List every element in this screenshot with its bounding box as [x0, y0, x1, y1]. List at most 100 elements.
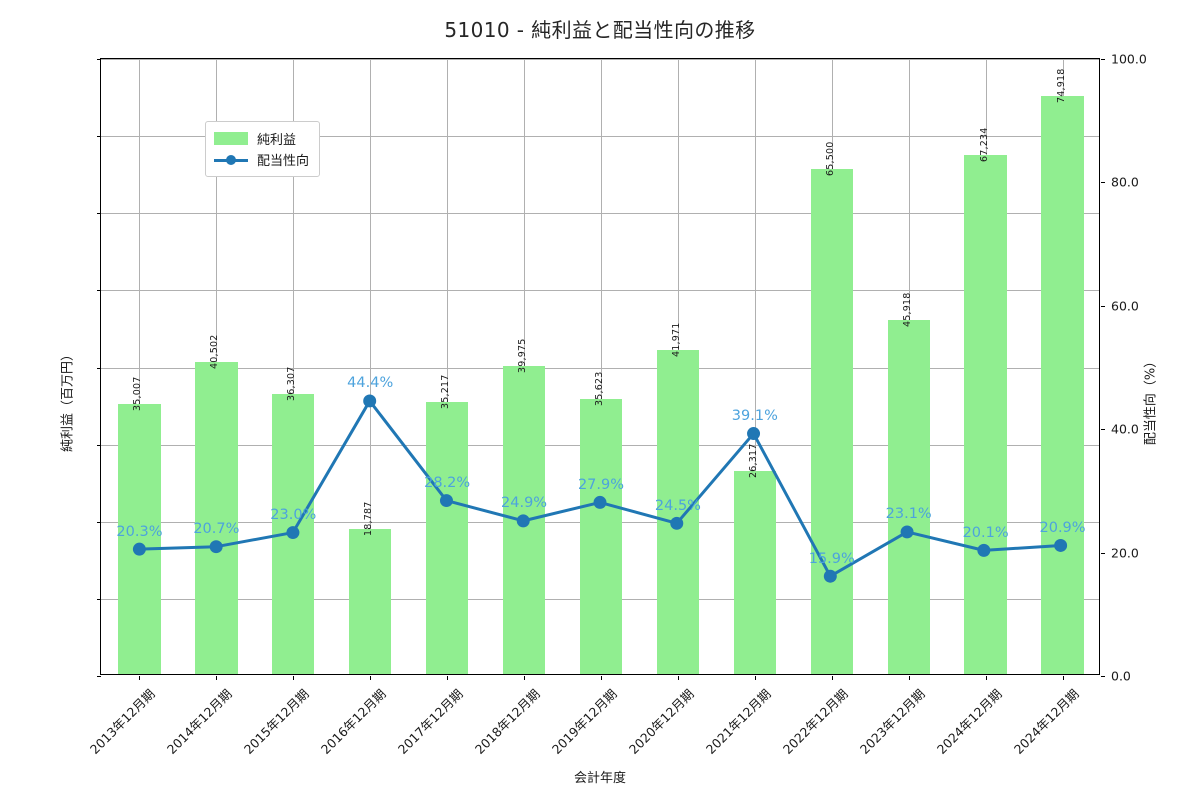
gridline	[101, 213, 1099, 215]
x-axis-tick-label: 2024年12月期	[933, 686, 1005, 757]
y-axis-right-tick-mark	[1101, 552, 1105, 554]
x-axis-tick-label: 2015年12月期	[241, 686, 313, 757]
line-value-label: 39.1%	[731, 407, 778, 424]
line-value-label: 20.1%	[962, 524, 1009, 541]
gridline	[754, 59, 756, 674]
y-axis-left-tick-mark	[97, 521, 101, 523]
y-axis-right-tick-label: 60.0	[1111, 298, 1139, 314]
x-axis-tick-mark	[293, 676, 295, 680]
bar[interactable]	[964, 155, 1007, 674]
gridline	[601, 59, 602, 674]
x-axis-tick-label: 2024年12月期	[1010, 686, 1082, 757]
y-axis-left-tick-mark	[97, 367, 101, 369]
line-value-label: 27.9%	[577, 476, 625, 493]
gridline	[139, 59, 141, 674]
x-axis-tick-label: 2019年12月期	[548, 686, 620, 757]
x-axis-tick-label: 2020年12月期	[625, 686, 697, 757]
y-axis-right-tick-mark	[1101, 676, 1105, 677]
legend-label: 配当性向	[257, 154, 310, 169]
y-axis-right-tick-mark	[1101, 429, 1105, 431]
line-value-label: 20.7%	[193, 521, 240, 538]
plot-area: 35,007 40,502 36,307 18,787 35,217 39,975 35,6…	[87, 52, 1146, 757]
bar[interactable]	[426, 402, 469, 674]
plot-inner	[101, 59, 1099, 674]
bar-value-label: 67,234	[978, 128, 990, 163]
y-axis-right-tick-label: 20.0	[1111, 545, 1139, 561]
legend-item-payout-ratio[interactable]: 配当性向	[214, 149, 309, 170]
bar-value-label: 26,317	[747, 443, 759, 479]
y-axis-right-tick-mark	[1101, 305, 1105, 307]
line-value-label: 24.5%	[654, 497, 701, 514]
y-axis-left-tick-mark	[97, 136, 101, 138]
line-value-label: 20.3%	[116, 523, 163, 540]
gridline	[370, 59, 372, 674]
bar[interactable]	[349, 529, 392, 674]
x-axis-tick-label: 2016年12月期	[318, 686, 389, 757]
y-axis-right-label: 配当性向（%）	[1143, 354, 1159, 446]
bar[interactable]	[272, 393, 315, 674]
bar-value-label: 39,975	[517, 338, 529, 373]
bar-value-label: 35,217	[440, 374, 452, 410]
y-axis-right-tick-mark	[1101, 59, 1105, 60]
gridline	[101, 290, 1099, 292]
x-axis-tick-label: 2014年12月期	[164, 686, 236, 757]
line-value-label: 20.9%	[1039, 520, 1086, 537]
x-axis-tick-mark	[908, 676, 910, 680]
x-axis-tick-mark	[601, 676, 602, 680]
y-axis-left-tick-mark	[97, 676, 101, 677]
y-axis-right-tick-label: 100.0	[1111, 51, 1147, 67]
y-axis-left-tick-mark	[97, 444, 101, 446]
x-axis-tick-mark	[370, 676, 372, 680]
bar-value-label: 40,502	[209, 334, 221, 369]
x-axis-tick-label: 2023年12月期	[856, 686, 928, 757]
x-axis-tick-mark	[139, 676, 141, 680]
x-axis-tick-label: 2013年12月期	[87, 686, 159, 757]
line-value-label: 23.0%	[270, 507, 317, 524]
line-value-label: 24.9%	[501, 495, 548, 512]
y-axis-right-tick-label: 80.0	[1111, 174, 1139, 190]
y-axis-right-tick-label: 40.0	[1111, 421, 1139, 437]
line-marker[interactable]	[747, 427, 761, 441]
x-axis-tick-mark	[216, 676, 218, 680]
legend-item-net-income[interactable]: 純利益	[214, 128, 309, 149]
bar-value-label: 36,307	[286, 366, 298, 401]
bar-value-label: 45,918	[901, 292, 913, 327]
bar[interactable]	[810, 168, 853, 674]
y-axis-left-tick-mark	[97, 598, 101, 600]
x-axis-tick-label: 2018年12月期	[471, 686, 543, 757]
line-marker-swatch-icon	[214, 153, 248, 166]
y-axis-left-tick-mark	[97, 59, 101, 60]
bar[interactable]	[502, 365, 546, 674]
bar-value-label: 65,500	[824, 141, 836, 176]
bar-swatch-icon	[214, 132, 248, 145]
line-value-label: 28.2%	[424, 475, 471, 491]
x-axis-label: 会計年度	[573, 771, 626, 786]
bar[interactable]	[1041, 96, 1084, 674]
bar[interactable]	[195, 361, 238, 674]
gridline	[101, 59, 1099, 60]
legend-label: 純利益	[257, 133, 297, 148]
page-title: 51010 - 純利益と配当性向の推移	[444, 18, 756, 42]
x-axis-tick-mark	[1062, 676, 1064, 680]
bar-value-label: 74,918	[1055, 68, 1067, 104]
bar[interactable]	[733, 471, 776, 674]
x-axis-tick-mark	[985, 676, 987, 680]
x-axis-tick-mark	[447, 676, 449, 680]
x-axis-tick-mark	[831, 676, 833, 680]
x-axis-tick-mark	[677, 676, 679, 680]
gridline	[101, 367, 1099, 369]
x-axis-tick-mark	[754, 676, 756, 680]
x-axis-tick-label: 2022年12月期	[779, 686, 851, 757]
bar[interactable]	[579, 399, 623, 674]
gridline	[293, 59, 295, 674]
bar-value-label: 35,007	[132, 376, 144, 411]
gridline	[447, 59, 449, 674]
x-axis-tick-mark	[524, 676, 526, 680]
line-value-label: 15.9%	[808, 550, 855, 567]
bar-value-label: 41,971	[670, 322, 682, 358]
y-axis-left-label: 純利益（百万円）	[60, 347, 76, 453]
bar[interactable]	[887, 319, 930, 674]
chart-legend[interactable]: 純利益 配当性向	[205, 121, 321, 177]
x-axis-tick-label: 2021年12月期	[702, 686, 774, 757]
